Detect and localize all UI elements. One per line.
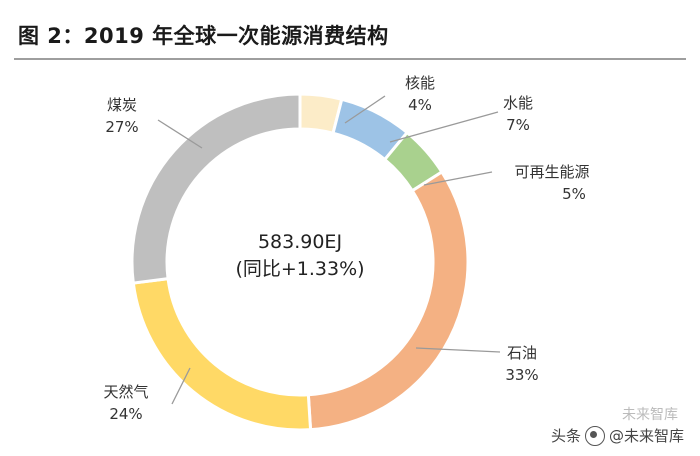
slice-category-label: 天然气: [103, 383, 148, 401]
slice-category-label: 水能: [503, 94, 533, 112]
slice-value-label: 33%: [505, 366, 538, 384]
center-total: 583.90EJ: [258, 231, 342, 253]
slice-value-label: 4%: [408, 96, 432, 114]
watermark-account: @未来智库: [608, 427, 684, 445]
donut-slice-4: [306, 169, 470, 432]
center-growth: (同比+1.33%): [235, 258, 364, 280]
title-divider: [14, 58, 686, 60]
leader-line-2: [389, 111, 499, 143]
leader-line-1: [344, 95, 386, 124]
donut-slice-6: [130, 92, 302, 285]
donut-slice-5: [131, 276, 313, 432]
slice-value-label: 27%: [105, 118, 138, 136]
slice-category-label: 可再生能源: [514, 163, 589, 181]
slice-value-label: 7%: [506, 116, 530, 134]
slice-value-label: 5%: [562, 185, 586, 203]
leader-line-5: [171, 367, 191, 405]
slice-category-label: 煤炭: [107, 96, 137, 114]
leader-line-4: [415, 347, 501, 353]
leader-line-6: [157, 119, 203, 149]
slice-value-label: 24%: [109, 405, 142, 423]
watermark-ghost: 未来智库: [622, 407, 678, 423]
figure-title: 图 2：2019 年全球一次能源消费结构: [18, 24, 389, 48]
leader-line-3: [423, 171, 493, 186]
watermark-source: 头条: [550, 427, 581, 445]
slice-category-label: 石油: [507, 344, 537, 362]
watermark: 未来智库 头条 @未来智库: [550, 407, 684, 446]
watermark-logo-icon: [584, 425, 605, 446]
slice-category-label: 核能: [405, 74, 435, 92]
